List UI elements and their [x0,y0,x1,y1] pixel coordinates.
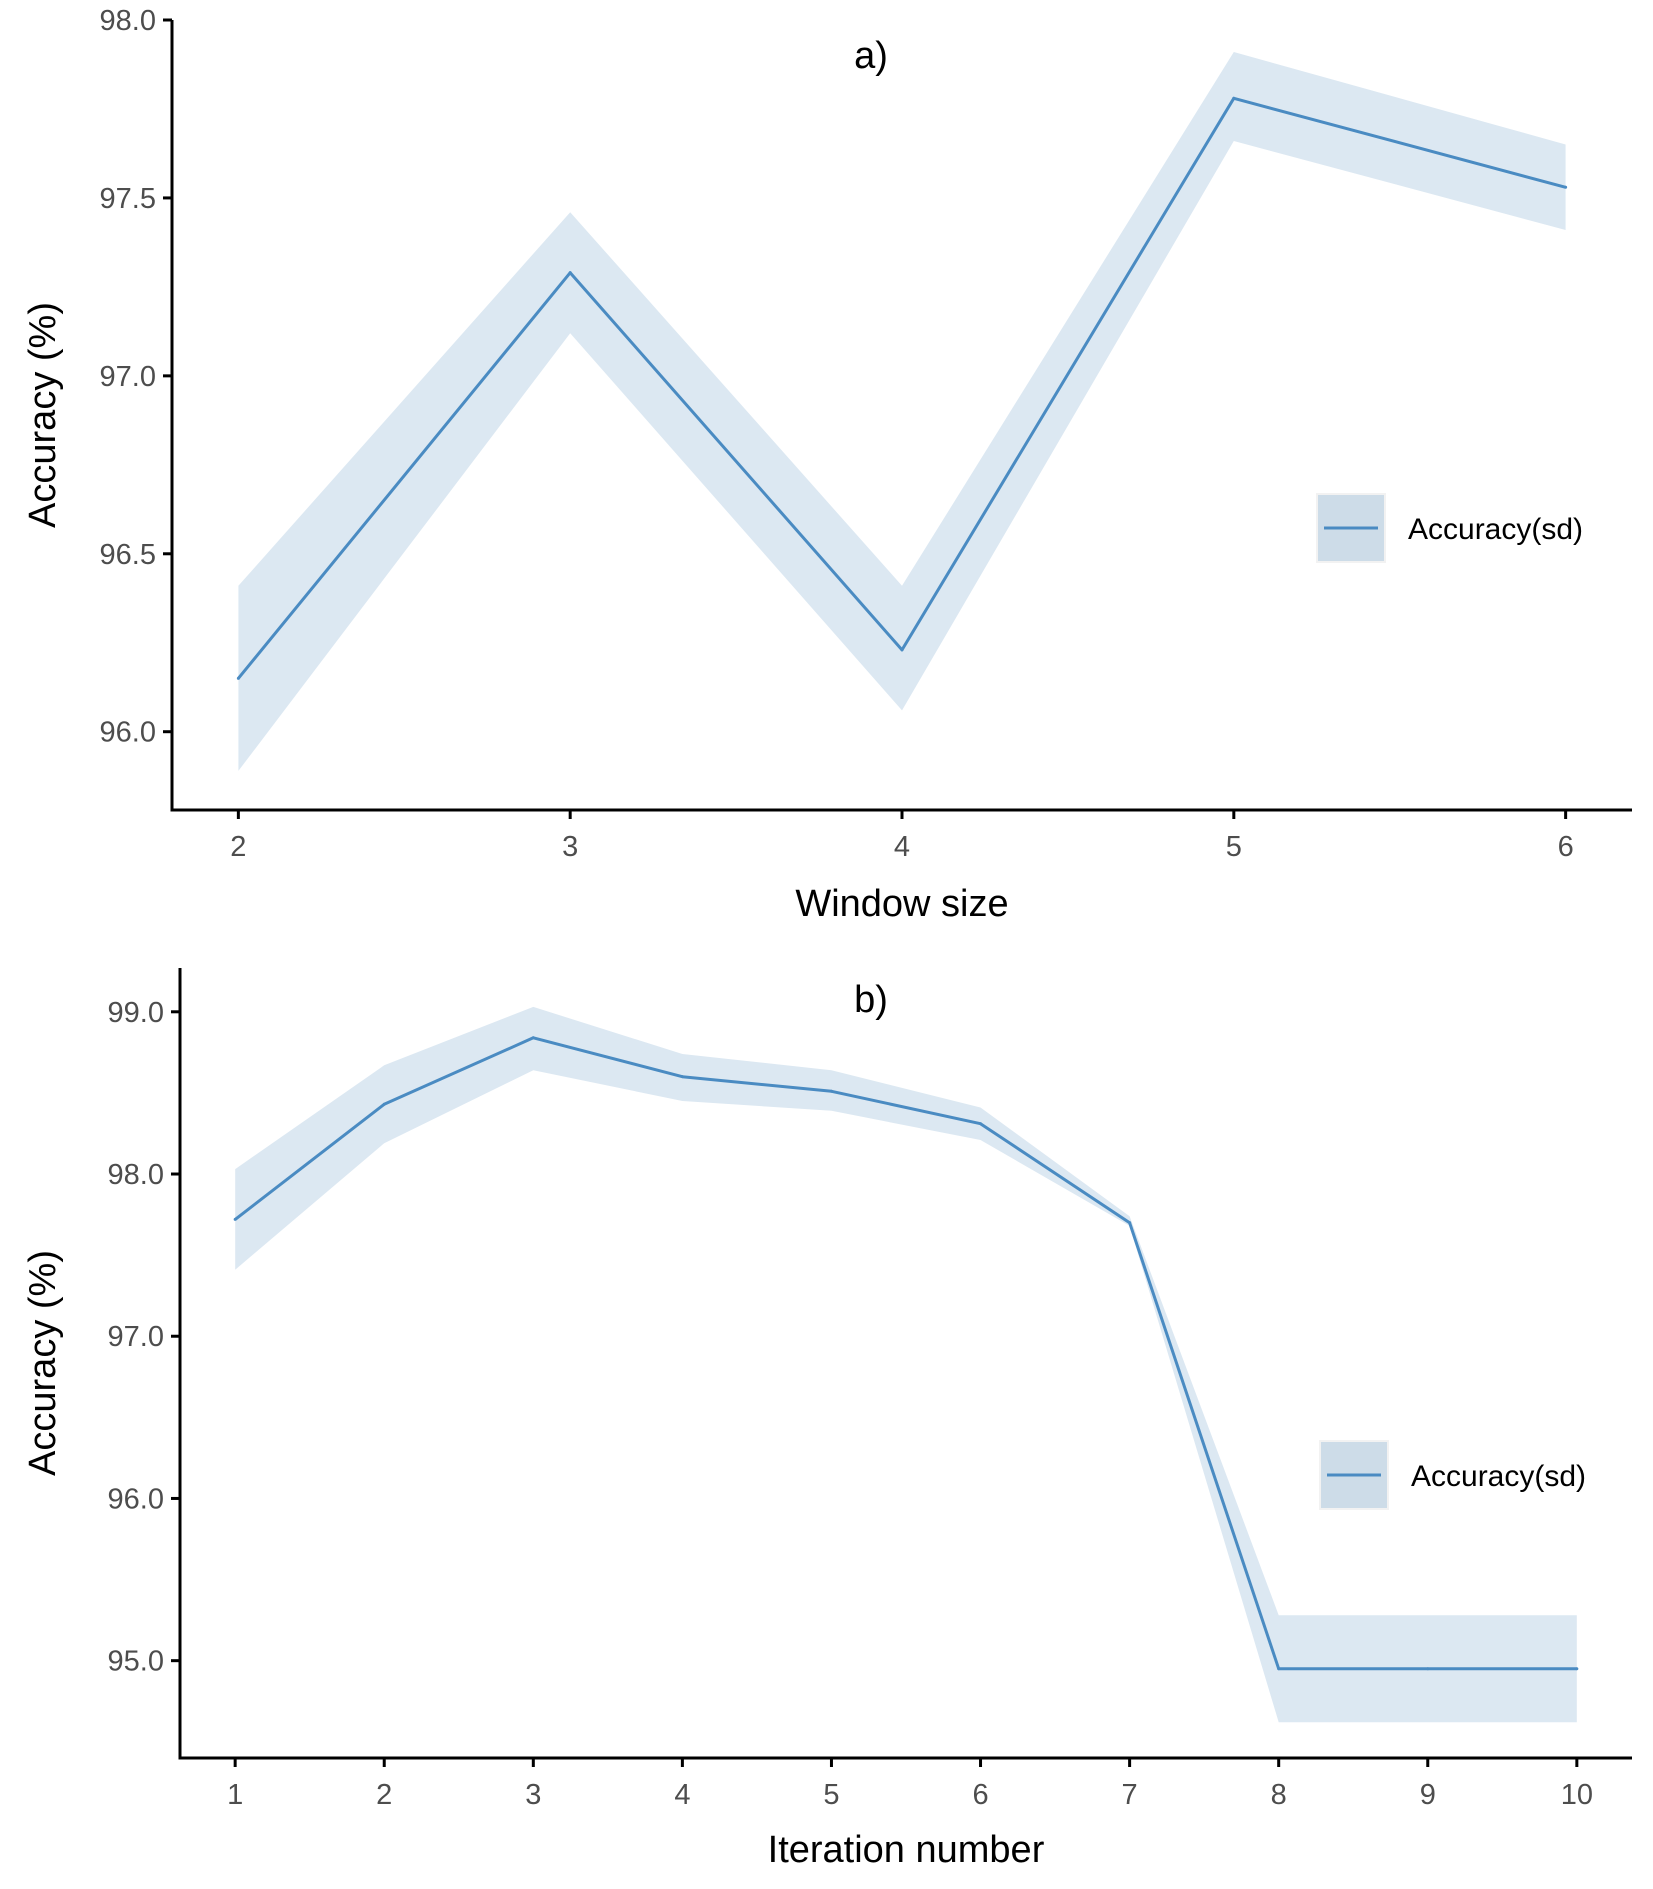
y-tick-label: 96.0 [108,1483,164,1515]
x-tick-label: 5 [823,1779,839,1811]
x-tick-label: 2 [230,831,246,863]
legend: Accuracy(sd) [1316,493,1583,563]
data-point [233,1217,237,1221]
data-point [680,1075,684,1079]
y-tick-label: 97.0 [100,361,156,393]
x-tick-label: 4 [894,831,910,863]
x-tick-label: 7 [1122,1779,1138,1811]
y-tick-label: 99.0 [108,997,164,1029]
legend: Accuracy(sd) [1319,1440,1586,1510]
data-point [531,1036,535,1040]
legend-label: Accuracy(sd) [1411,1460,1586,1493]
x-tick-label: 3 [562,831,578,863]
panel-label: b) [854,979,888,1021]
x-ticks: 2 3 4 5 6 [230,810,1574,863]
x-tick-label: 8 [1271,1779,1287,1811]
x-tick-label: 5 [1226,831,1242,863]
data-point [900,648,904,652]
x-tick-label: 6 [1558,831,1574,863]
y-axis-title: Accuracy (%) [22,302,64,528]
data-points [233,1036,1579,1671]
x-tick-label: 9 [1420,1779,1436,1811]
y-tick-label: 96.5 [100,539,156,571]
data-point [1232,96,1236,100]
sd-ribbon [238,52,1566,771]
data-point [1564,185,1568,189]
panel-a: 96.0 96.5 97.0 97.5 98.0 2 3 4 5 6 Window size A… [22,5,1632,925]
data-point [979,1122,983,1126]
x-axis-title: Window size [795,883,1008,925]
y-tick-label: 98.0 [108,1159,164,1191]
y-tick-label: 95.0 [108,1646,164,1678]
x-tick-label: 4 [674,1779,690,1811]
data-point [829,1089,833,1093]
data-point [568,271,572,275]
x-tick-label: 3 [525,1779,541,1811]
data-point [236,676,240,680]
y-ticks: 96.0 96.5 97.0 97.5 98.0 [100,5,172,749]
data-point [382,1102,386,1106]
data-point [1426,1667,1430,1671]
y-axis-title: Accuracy (%) [22,1250,64,1476]
legend-label: Accuracy(sd) [1408,513,1583,546]
data-point [1575,1667,1579,1671]
sd-ribbon [235,1006,1577,1723]
data-point [1128,1221,1132,1225]
x-tick-label: 1 [227,1779,243,1811]
panel-b: 95.0 96.0 97.0 98.0 99.0 1 2 3 4 5 6 7 8 9 10 Iterati… [22,968,1632,1871]
data-point [1277,1667,1281,1671]
y-tick-label: 97.0 [108,1321,164,1353]
x-tick-label: 10 [1561,1779,1593,1811]
x-tick-label: 2 [376,1779,392,1811]
y-tick-label: 96.0 [100,717,156,749]
x-ticks: 1 2 3 4 5 6 7 8 9 10 [227,1758,1593,1811]
accuracy-line [234,1036,1577,1671]
y-ticks: 95.0 96.0 97.0 98.0 99.0 [108,997,180,1678]
data-points [236,96,1568,680]
y-tick-label: 97.5 [100,183,156,215]
x-tick-label: 6 [972,1779,988,1811]
y-tick-label: 98.0 [100,5,156,37]
panel-label: a) [854,35,888,77]
x-axis-title: Iteration number [768,1829,1045,1871]
